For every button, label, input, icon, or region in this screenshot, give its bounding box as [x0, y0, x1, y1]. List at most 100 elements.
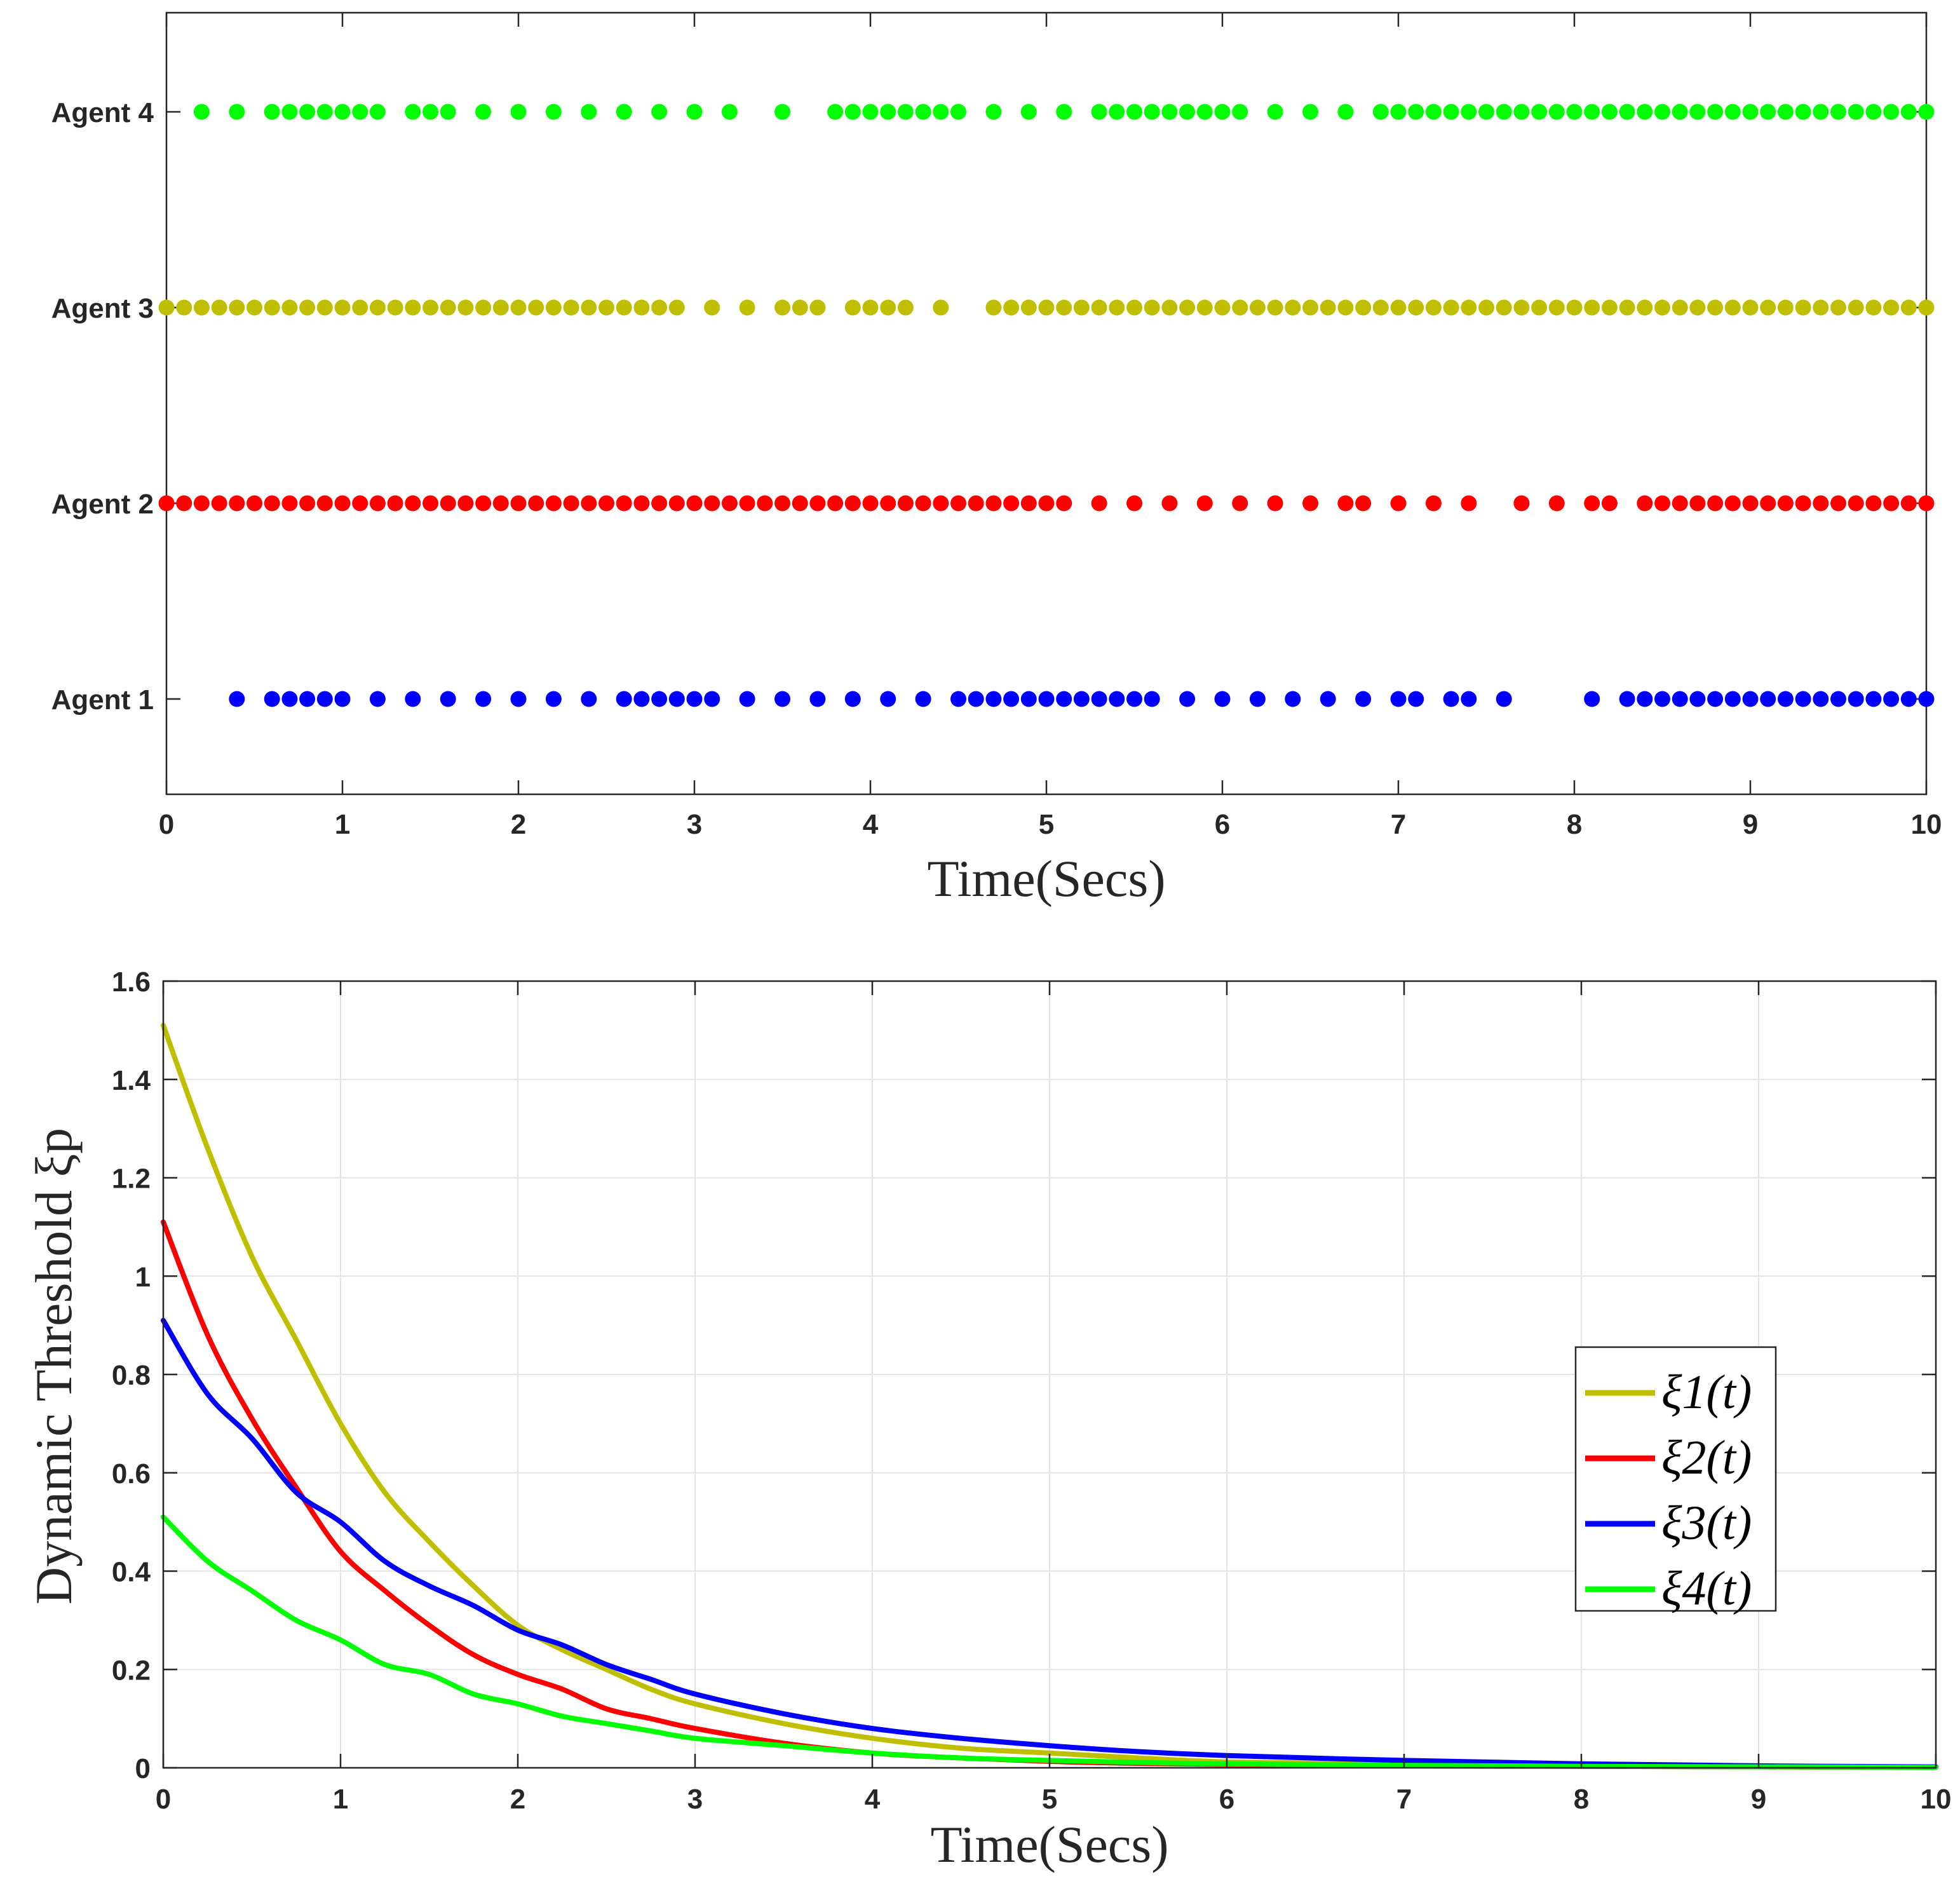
event-point: [757, 495, 773, 512]
series-line-3: [161, 1317, 1938, 1770]
event-point: [1091, 104, 1107, 120]
event-point: [422, 495, 438, 512]
event-point: [1267, 495, 1283, 512]
event-point: [581, 104, 597, 120]
event-point: [1742, 299, 1759, 316]
event-point: [1918, 691, 1935, 707]
event-point: [299, 104, 316, 120]
event-point: [229, 691, 245, 707]
event-point: [686, 691, 703, 707]
event-point: [176, 299, 193, 316]
event-point: [563, 299, 579, 316]
event-point: [774, 495, 790, 512]
event-point: [1320, 299, 1336, 316]
event-point: [1707, 691, 1724, 707]
event-point: [581, 495, 597, 512]
event-point: [985, 299, 1002, 316]
event-point: [1109, 104, 1125, 120]
event-point: [1461, 495, 1477, 512]
event-point: [1584, 104, 1600, 120]
event-point: [1531, 104, 1548, 120]
event-point: [1672, 299, 1688, 316]
event-point: [1144, 299, 1160, 316]
event-point: [1848, 495, 1864, 512]
event-point: [1584, 299, 1600, 316]
event-point: [616, 104, 632, 120]
event-point: [1161, 104, 1178, 120]
event-point: [193, 495, 210, 512]
event-point: [528, 495, 544, 512]
event-point: [1830, 495, 1846, 512]
event-point: [1548, 495, 1565, 512]
event-point: [1196, 104, 1213, 120]
event-point: [1214, 299, 1231, 316]
event-point: [1302, 104, 1318, 120]
event-point: [1795, 495, 1811, 512]
event-point: [651, 104, 668, 120]
event-point: [1584, 691, 1600, 707]
event-point: [792, 495, 808, 512]
event-point: [968, 691, 984, 707]
top-x-tick-label: 7: [1391, 809, 1406, 840]
event-point: [334, 104, 351, 120]
event-point: [1672, 691, 1688, 707]
event-point: [633, 299, 650, 316]
event-point: [616, 299, 632, 316]
event-point: [1795, 104, 1811, 120]
event-point: [316, 691, 333, 707]
event-point: [1355, 299, 1372, 316]
event-point: [405, 691, 421, 707]
event-point: [510, 691, 527, 707]
event-point: [369, 299, 386, 316]
event-point: [1091, 691, 1107, 707]
event-point: [1408, 104, 1424, 120]
event-point: [369, 495, 386, 512]
event-point: [1179, 691, 1196, 707]
event-point: [1900, 104, 1917, 120]
event-point: [1056, 299, 1072, 316]
event-point: [985, 495, 1002, 512]
event-point: [510, 299, 527, 316]
event-point: [1900, 691, 1917, 707]
event-point: [915, 495, 931, 512]
event-point: [1742, 104, 1759, 120]
event-point: [880, 691, 896, 707]
event-point: [1654, 495, 1670, 512]
event-point: [176, 495, 193, 512]
event-point: [369, 691, 386, 707]
event-point: [1443, 299, 1459, 316]
event-point: [792, 299, 808, 316]
top-y-tick-label: Agent 3: [51, 293, 154, 324]
legend-label: ξ2(t): [1661, 1431, 1752, 1484]
event-point: [651, 691, 668, 707]
event-point: [1724, 691, 1741, 707]
event-point: [774, 691, 790, 707]
event-point: [1883, 104, 1900, 120]
event-point: [1390, 691, 1407, 707]
event-point: [545, 299, 562, 316]
event-point: [1126, 104, 1142, 120]
top-x-tick-label: 0: [159, 809, 174, 840]
event-point: [264, 299, 280, 316]
event-point: [1654, 299, 1670, 316]
event-point: [1865, 104, 1882, 120]
event-point: [1478, 104, 1494, 120]
event-point: [1232, 299, 1248, 316]
event-point: [1126, 495, 1142, 512]
event-point: [475, 104, 492, 120]
event-point: [316, 299, 333, 316]
event-point: [247, 299, 262, 316]
event-point: [1144, 691, 1160, 707]
event-point: [581, 691, 597, 707]
event-point: [651, 299, 668, 316]
event-point: [598, 495, 614, 512]
event-point: [334, 299, 351, 316]
event-point: [1056, 104, 1072, 120]
event-point: [1214, 104, 1231, 120]
event-point: [1232, 104, 1248, 120]
event-point: [1003, 495, 1020, 512]
event-point: [1179, 299, 1196, 316]
event-point: [1144, 104, 1160, 120]
event-point: [1918, 104, 1935, 120]
event-point: [422, 104, 438, 120]
